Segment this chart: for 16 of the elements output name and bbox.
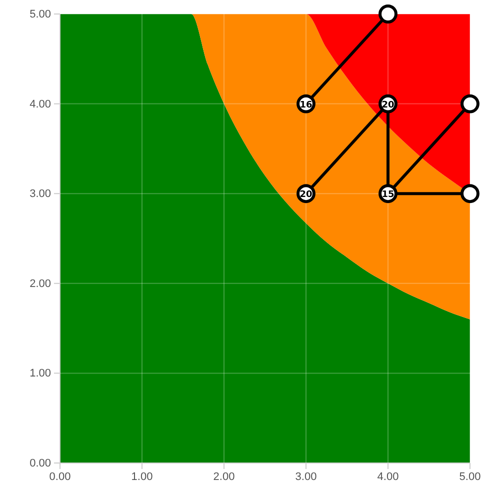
y-tick-label: 2.00 [30, 278, 51, 290]
y-tick-label: 0.00 [30, 458, 51, 470]
annotation: 15 [382, 190, 394, 200]
x-tick-label: 5.00 [459, 470, 481, 483]
annotation: 20 [300, 190, 312, 200]
annotation: 20 [382, 100, 394, 110]
y-tick-label: 1.00 [30, 368, 51, 380]
annotation: 16 [300, 100, 312, 110]
x-tick-label: 4.00 [377, 470, 399, 483]
y-tick-label: 3.00 [30, 188, 51, 200]
x-tick-label: 2.00 [213, 470, 235, 483]
x-tick-label: 3.00 [295, 470, 317, 483]
x-tick-label: 0.00 [49, 470, 71, 483]
y-tick-label: 4.00 [30, 98, 51, 110]
x-tick-label: 1.00 [131, 470, 153, 483]
y-tick-label: 5.00 [30, 8, 51, 21]
